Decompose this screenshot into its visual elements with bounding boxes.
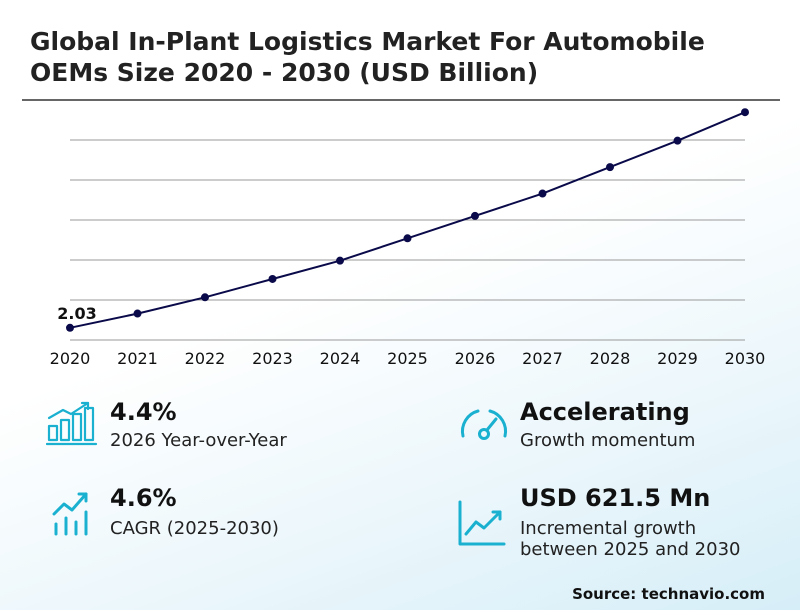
data-point-2020 bbox=[66, 323, 74, 332]
kpi-momentum-label: Growth momentum bbox=[520, 430, 696, 451]
kpi-cagr-label: CAGR (2025-2030) bbox=[110, 518, 279, 539]
x-tick-label: 2021 bbox=[117, 349, 158, 368]
x-axis-ticks: 2020 2021 2022 2023 2024 2025 2026 2027 2028 2029… bbox=[50, 349, 766, 368]
data-point-2022 bbox=[201, 293, 209, 302]
data-point-2024 bbox=[336, 256, 344, 265]
kpi-incremental: USD 621.5 Mn Incremental growth between … bbox=[456, 484, 780, 564]
trend-bars-icon bbox=[52, 492, 88, 536]
x-tick-label: 2026 bbox=[455, 349, 496, 368]
kpi-momentum: Accelerating Growth momentum bbox=[458, 398, 778, 458]
title-divider bbox=[22, 99, 780, 101]
kpi-yoy-label: 2026 Year-over-Year bbox=[110, 430, 287, 451]
x-tick-label: 2027 bbox=[522, 349, 563, 368]
data-point-2028 bbox=[606, 163, 614, 172]
x-tick-label: 2030 bbox=[725, 349, 766, 368]
speedometer-icon bbox=[460, 409, 508, 440]
data-point-2023 bbox=[268, 274, 277, 283]
source-credit: Source: technavio.com bbox=[572, 585, 765, 603]
data-label-2020: 2.03 bbox=[57, 304, 96, 323]
data-point-2029 bbox=[673, 136, 682, 145]
x-tick-label: 2022 bbox=[185, 349, 226, 368]
kpi-incremental-value: USD 621.5 Mn bbox=[520, 484, 711, 512]
x-tick-label: 2024 bbox=[320, 349, 361, 368]
line-chart-icon bbox=[458, 500, 506, 546]
x-tick-label: 2029 bbox=[657, 349, 698, 368]
kpi-cagr-value: 4.6% bbox=[110, 484, 177, 512]
kpi-incremental-label: Incremental growth between 2025 and 2030 bbox=[520, 518, 741, 560]
x-tick-label: 2023 bbox=[252, 349, 293, 368]
data-points bbox=[66, 108, 749, 332]
x-tick-label: 2028 bbox=[590, 349, 631, 368]
kpi-cagr: 4.6% CAGR (2025-2030) bbox=[46, 484, 376, 544]
annotations: 2.03 bbox=[57, 304, 96, 323]
bar-chart-growth-icon bbox=[46, 401, 98, 446]
x-tick-label: 2020 bbox=[50, 349, 91, 368]
data-point-2025 bbox=[403, 234, 412, 243]
data-point-2030 bbox=[741, 108, 749, 117]
x-tick-label: 2025 bbox=[387, 349, 428, 368]
line-chart: 2020 2021 2022 2023 2024 2025 2026 2027 2028 2029… bbox=[50, 108, 766, 368]
kpi-momentum-value: Accelerating bbox=[520, 398, 690, 426]
chart-title: Global In-Plant Logistics Market For Aut… bbox=[30, 27, 705, 87]
data-point-2027 bbox=[538, 189, 547, 198]
grid-lines bbox=[70, 139, 745, 341]
kpi-yoy: 4.4% 2026 Year-over-Year bbox=[46, 398, 376, 458]
data-point-2026 bbox=[471, 211, 479, 220]
data-point-2021 bbox=[133, 309, 142, 318]
kpi-yoy-value: 4.4% bbox=[110, 398, 177, 426]
